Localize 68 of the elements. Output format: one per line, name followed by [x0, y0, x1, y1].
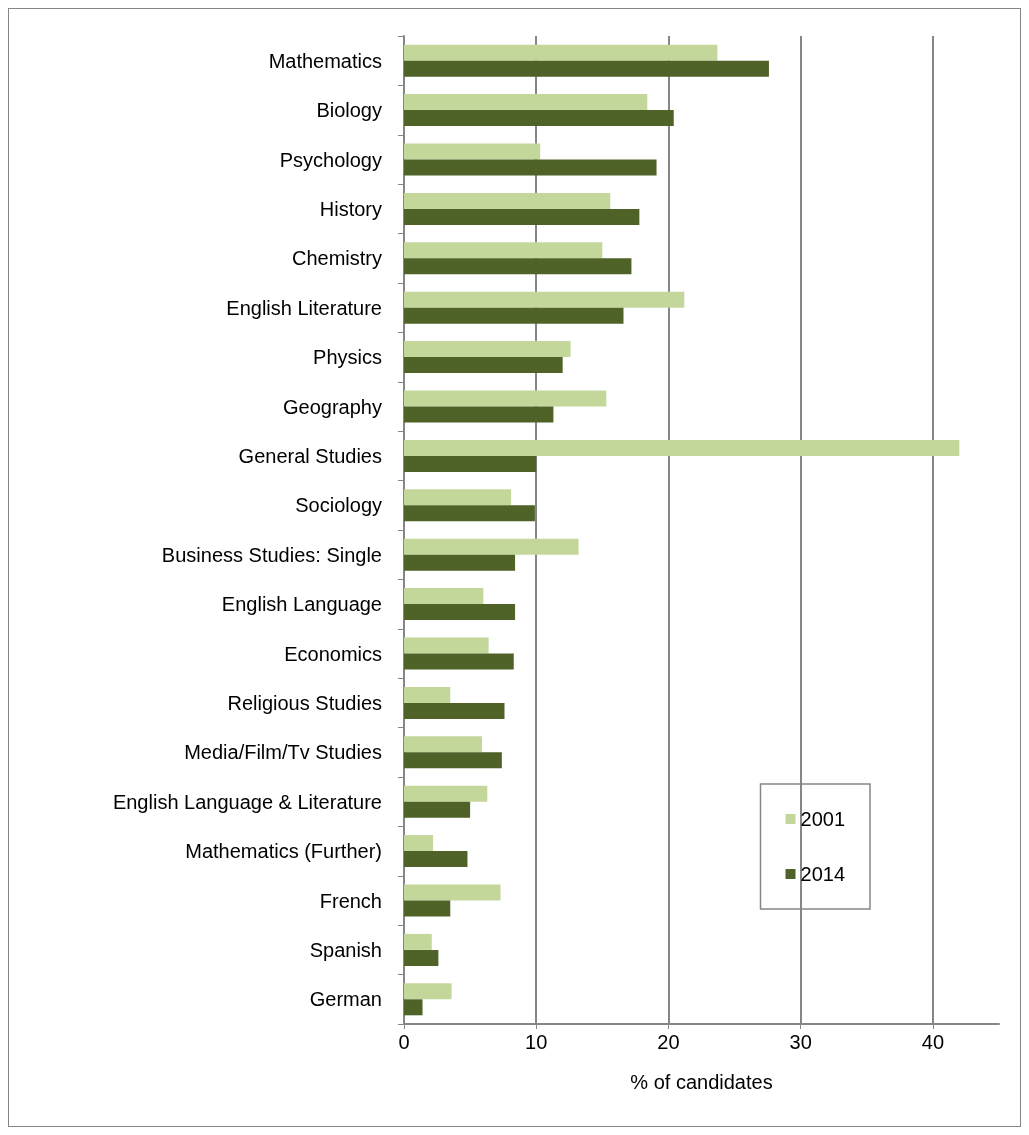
bar — [404, 505, 535, 522]
y-tick-label: Mathematics (Further) — [185, 840, 382, 863]
bar — [404, 455, 537, 472]
bar — [404, 752, 502, 769]
bar — [404, 999, 423, 1016]
bar — [404, 884, 501, 901]
bar — [404, 933, 432, 950]
x-tick-label: 0 — [398, 1031, 410, 1053]
y-tick-label: Geography — [283, 395, 382, 418]
y-tick-label: Chemistry — [291, 247, 382, 270]
y-tick-label: German — [309, 988, 382, 1011]
bar — [404, 538, 579, 555]
y-tick-label: Religious Studies — [227, 691, 382, 714]
y-tick-label: Sociology — [295, 494, 382, 517]
y-tick-label: English Language — [221, 593, 382, 616]
bar — [404, 554, 516, 571]
x-tick-label: 10 — [525, 1031, 548, 1053]
bar — [404, 192, 611, 209]
bar — [404, 341, 571, 358]
bar — [404, 357, 563, 374]
bar — [404, 785, 488, 802]
y-tick-label: History — [319, 197, 382, 220]
bar — [404, 736, 483, 753]
bar — [404, 242, 603, 259]
bar — [404, 801, 471, 818]
x-tick-label: 40 — [921, 1031, 945, 1053]
y-tick-label: Economics — [284, 642, 382, 665]
legend-label: 2001 — [800, 808, 846, 830]
bar — [404, 439, 960, 456]
bar — [404, 159, 657, 176]
y-tick-label: English Literature — [226, 296, 382, 319]
bar — [404, 949, 439, 966]
y-tick-label: Spanish — [309, 938, 382, 961]
x-axis-title: % of candidates — [630, 1071, 773, 1093]
bar — [404, 406, 554, 423]
y-tick-label: English Language & Literature — [112, 790, 382, 813]
bar — [404, 390, 607, 407]
bar — [404, 489, 512, 506]
x-tick-label: 30 — [789, 1031, 812, 1053]
bar — [404, 44, 718, 61]
bar — [404, 983, 452, 1000]
y-tick-label: French — [319, 889, 382, 912]
y-tick-label: General Studies — [238, 444, 382, 467]
y-tick-label: Business Studies: Single — [161, 543, 382, 566]
bar — [404, 686, 451, 703]
bar — [404, 94, 648, 111]
bar — [404, 60, 769, 77]
y-tick-label: Media/Film/Tv Studies — [184, 741, 382, 764]
y-tick-label: Biology — [316, 99, 382, 122]
bar — [404, 702, 505, 719]
y-tick-label: Psychology — [279, 148, 382, 171]
bar — [404, 900, 451, 917]
bar — [404, 291, 685, 308]
legend-label: 2014 — [800, 863, 846, 885]
bar — [404, 851, 468, 868]
bar — [404, 208, 640, 225]
bar — [404, 110, 674, 127]
bar — [404, 588, 484, 605]
y-tick-label: Mathematics — [268, 49, 382, 72]
y-tick-label: Physics — [313, 346, 382, 369]
bar — [404, 637, 489, 654]
bar — [404, 835, 434, 852]
x-tick-label: 20 — [657, 1031, 680, 1053]
bar — [404, 653, 514, 670]
bar — [404, 307, 624, 324]
bar — [404, 604, 516, 621]
bar — [404, 258, 632, 275]
bar — [404, 143, 541, 160]
